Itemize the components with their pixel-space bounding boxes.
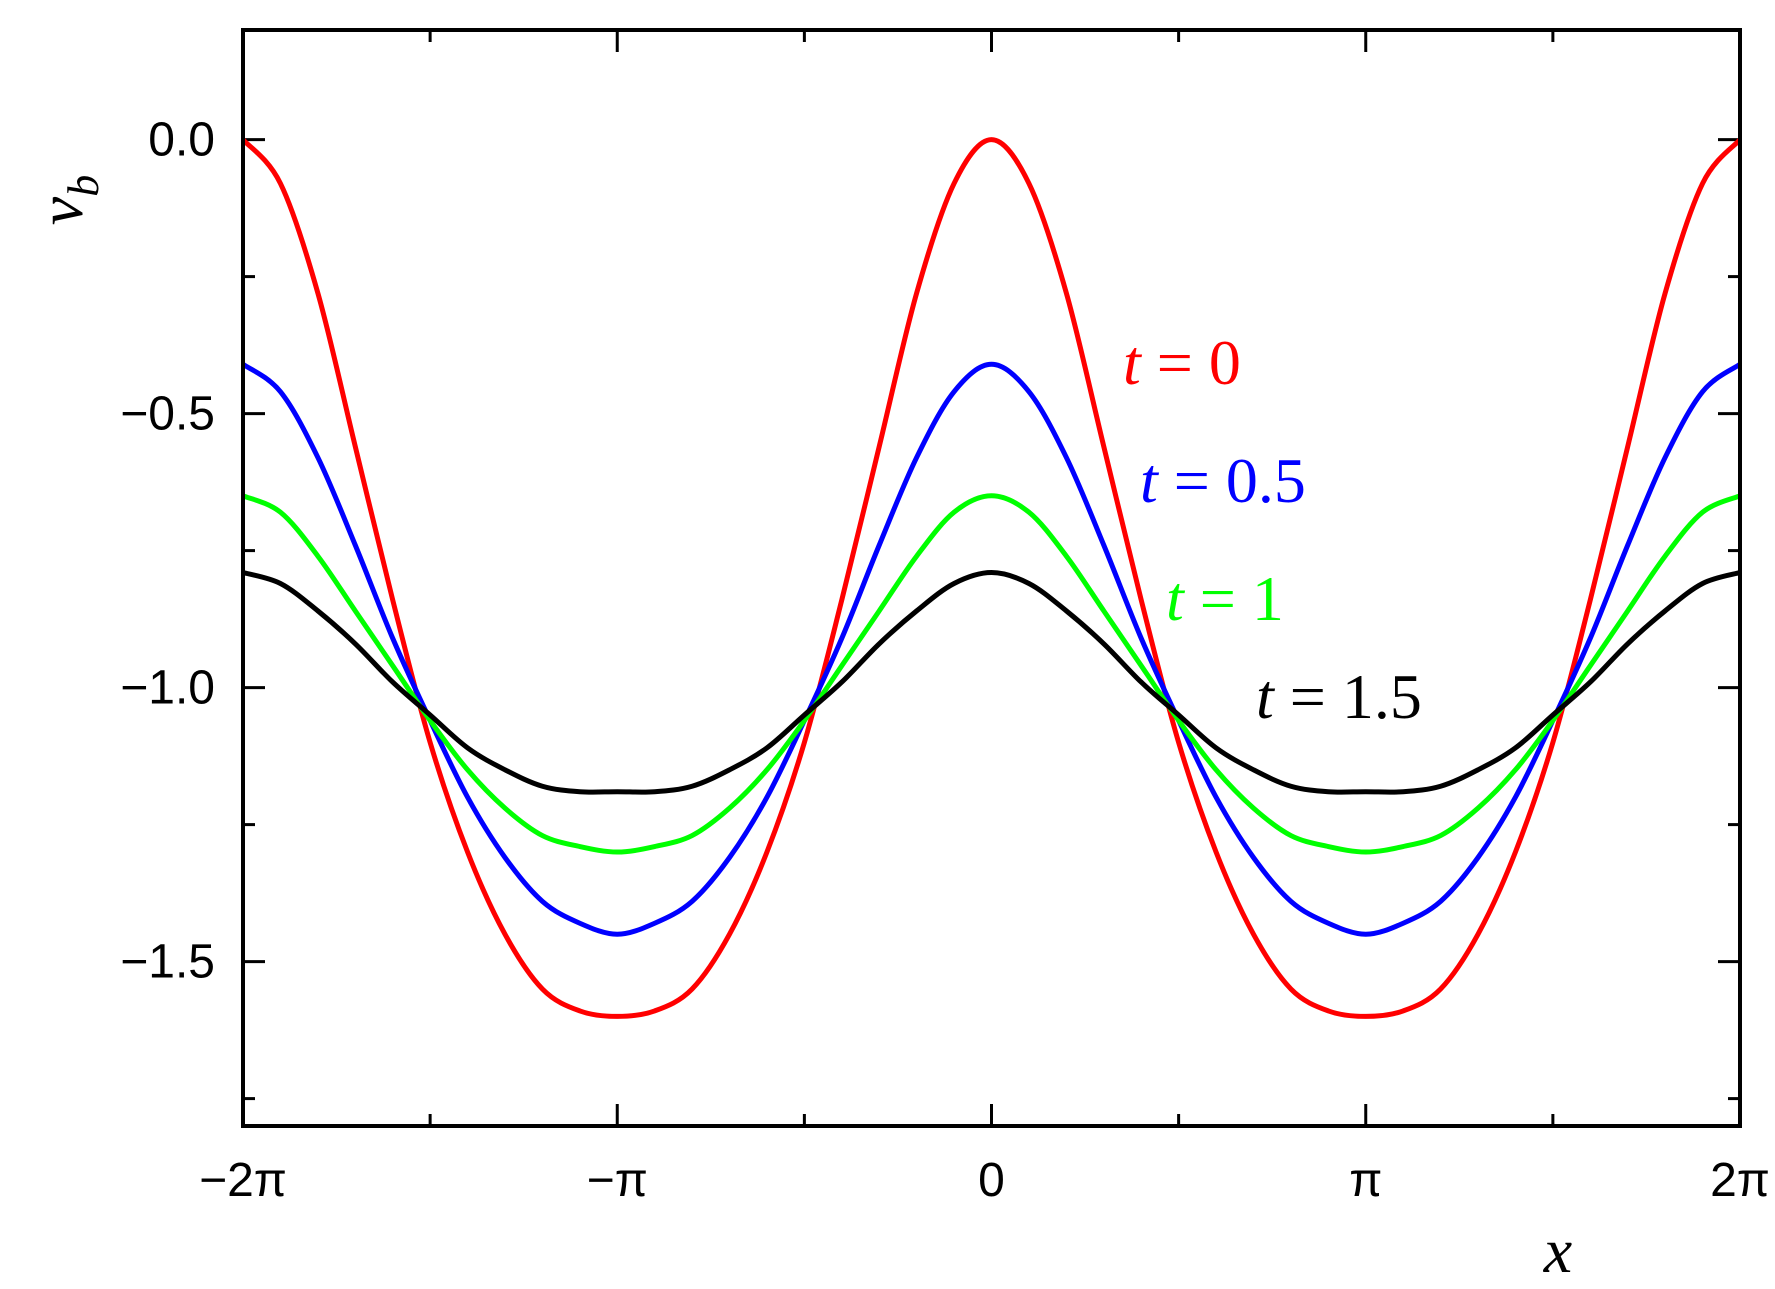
series-label-variable: t	[1140, 445, 1160, 516]
y-axis-title: vb	[25, 175, 108, 225]
series-label-value: = 0	[1141, 327, 1241, 398]
y-tick-label: −0.5	[120, 388, 215, 441]
x-tick-label: −π	[587, 1154, 648, 1207]
x-axis-title: x	[1543, 1215, 1572, 1286]
x-tick-label: 2π	[1710, 1154, 1770, 1207]
tick-labels: −2π −π 0 π 2π 0.0 −0.5 −1.0 −1.5	[120, 114, 1770, 1207]
axis-ticks	[241, 30, 1742, 1126]
series-line-0	[241, 137, 1742, 1019]
series-label-3: t = 1.5	[1256, 661, 1422, 732]
series-line-2	[241, 493, 1742, 855]
series-label-2: t = 1	[1166, 563, 1284, 634]
series-label-0: t = 0	[1123, 327, 1241, 398]
series-labels: t = 0t = 0.5t = 1t = 1.5	[1123, 327, 1422, 732]
series-label-variable: t	[1256, 661, 1276, 732]
x-tick-label: −2π	[199, 1154, 287, 1207]
svg-text:vb: vb	[25, 175, 108, 225]
y-tick-label: 0.0	[148, 114, 215, 167]
x-tick-label: 0	[978, 1154, 1005, 1207]
x-tick-label: π	[1349, 1154, 1382, 1207]
series-label-1: t = 0.5	[1140, 445, 1306, 516]
series-line-1	[241, 361, 1742, 937]
series-label-value: = 1	[1184, 563, 1284, 634]
series-label-variable: t	[1123, 327, 1143, 398]
y-tick-label: −1.5	[120, 936, 215, 989]
y-axis-title-main: v	[25, 196, 96, 225]
plot-frame	[241, 28, 1742, 1128]
y-axis-title-subscript: b	[59, 175, 108, 197]
series-label-value: = 0.5	[1158, 445, 1306, 516]
series-line-3	[242, 570, 1741, 795]
series-label-value: = 1.5	[1274, 661, 1422, 732]
series-lines	[241, 137, 1742, 1019]
y-tick-label: −1.0	[120, 662, 215, 715]
series-label-variable: t	[1166, 563, 1186, 634]
